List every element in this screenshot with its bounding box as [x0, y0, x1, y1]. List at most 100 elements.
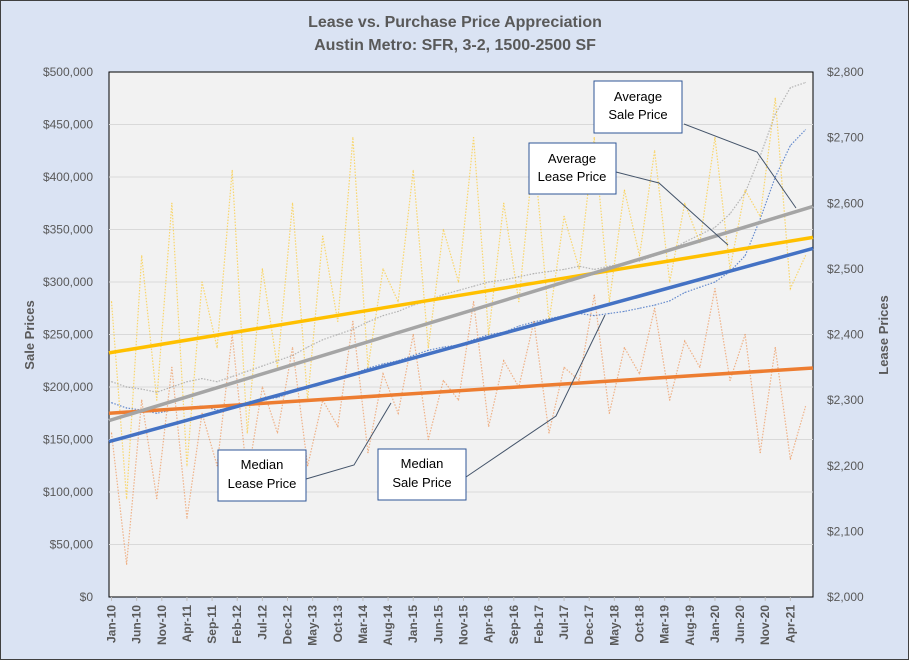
- x-tick-label: Jan-15: [406, 605, 420, 643]
- data-point: [186, 465, 188, 467]
- data-point: [261, 365, 263, 367]
- x-axis-ticks: Jan-10 Jun-10 Nov-10 Apr-11 Sep-11 Feb-12 Jul-…: [105, 597, 797, 646]
- data-point: [533, 273, 535, 275]
- callout-box: [593, 80, 683, 134]
- data-point: [231, 169, 233, 172]
- data-point: [110, 402, 113, 404]
- x-tick-label: May-18: [607, 605, 621, 646]
- y2-tick-label: $2,200: [827, 459, 864, 473]
- data-point: [367, 321, 369, 323]
- data-point: [442, 379, 444, 382]
- data-point: [503, 202, 505, 204]
- data-point: [171, 202, 173, 204]
- data-point: [291, 354, 294, 357]
- y-tick-label: $0: [80, 590, 94, 604]
- data-point: [186, 381, 188, 383]
- data-point: [503, 360, 505, 362]
- data-point: [714, 226, 716, 228]
- data-point: [714, 287, 716, 290]
- data-point: [457, 289, 460, 291]
- data-point: [729, 213, 731, 215]
- x-tick-label: Dec-12: [281, 605, 295, 645]
- x-tick-label: Oct-18: [633, 605, 647, 643]
- data-point: [382, 268, 384, 270]
- data-point: [684, 202, 686, 204]
- data-point: [593, 268, 595, 270]
- data-point: [608, 412, 610, 414]
- data-point: [593, 137, 595, 139]
- callout-average-lease-price: Average Lease Price: [528, 142, 729, 246]
- callout-median-lease-price: Median Lease Price: [217, 402, 392, 502]
- y2-axis-ticks: $2,000 $2,100 $2,200 $2,300 $2,400 $2,500 $2,6…: [827, 65, 864, 604]
- data-point: [126, 497, 128, 500]
- data-point: [427, 349, 429, 351]
- data-point: [382, 373, 384, 375]
- chart-title-line2: Austin Metro: SFR, 3-2, 1500-2500 SF: [314, 37, 596, 54]
- y-tick-label: $350,000: [43, 223, 93, 237]
- data-point: [412, 333, 414, 336]
- data-point: [654, 304, 656, 306]
- series-line-average-sale-price: [111, 81, 806, 393]
- y2-tick-label: $2,500: [827, 262, 864, 276]
- data-point: [503, 279, 505, 281]
- data-point: [804, 129, 807, 131]
- data-point: [307, 465, 309, 467]
- data-point: [201, 281, 203, 283]
- data-point: [397, 412, 399, 414]
- data-point: [322, 235, 324, 237]
- data-point: [171, 366, 173, 368]
- x-tick-label: Aug-19: [683, 605, 697, 646]
- x-tick-label: Jun-20: [733, 605, 747, 644]
- data-point: [352, 328, 354, 330]
- data-point: [261, 386, 263, 388]
- y-tick-label: $400,000: [43, 170, 93, 184]
- x-tick-label: Jun-15: [431, 605, 445, 644]
- callout-text-line2: Lease Price: [538, 169, 607, 184]
- callout-leader-line: [305, 402, 392, 480]
- y-tick-label: $150,000: [43, 433, 93, 447]
- x-tick-label: May-13: [306, 605, 320, 646]
- data-point: [638, 255, 641, 257]
- data-point: [261, 268, 263, 270]
- data-point: [397, 310, 399, 312]
- data-point: [533, 320, 535, 322]
- data-point: [126, 386, 128, 388]
- y-tick-label: $450,000: [43, 118, 93, 132]
- data-point: [126, 407, 128, 409]
- data-point: [654, 150, 656, 152]
- data-point: [789, 458, 791, 460]
- y-axis-label: Sale Prices: [22, 300, 37, 369]
- x-tick-label: Nov-10: [155, 605, 169, 645]
- data-point: [412, 354, 414, 357]
- x-tick-label: Jun-10: [130, 605, 144, 644]
- x-tick-label: Nov-15: [457, 605, 471, 645]
- y2-tick-label: $2,400: [827, 328, 864, 342]
- data-point: [729, 268, 731, 270]
- data-point: [488, 333, 490, 336]
- x-tick-label: Oct-13: [331, 605, 345, 643]
- data-point: [578, 268, 580, 270]
- data-point: [774, 347, 776, 349]
- data-point: [804, 406, 807, 408]
- trendline-average-sale-price: [108, 204, 814, 423]
- data-point: [397, 301, 399, 303]
- x-tick-label: Jan-20: [708, 605, 722, 643]
- y-tick-label: $500,000: [43, 65, 93, 79]
- data-point: [684, 340, 686, 342]
- data-point: [593, 315, 595, 317]
- data-point: [759, 452, 761, 454]
- data-point: [156, 497, 158, 500]
- data-point: [669, 300, 671, 302]
- data-point: [623, 347, 626, 349]
- x-tick-label: Jul-17: [557, 605, 571, 640]
- data-point: [110, 432, 113, 434]
- data-point: [654, 307, 656, 309]
- data-point: [427, 347, 429, 349]
- data-point: [322, 339, 324, 341]
- data-point: [201, 378, 203, 380]
- data-point: [638, 307, 641, 309]
- data-point: [623, 189, 626, 191]
- data-point: [518, 325, 520, 327]
- data-point: [246, 370, 248, 372]
